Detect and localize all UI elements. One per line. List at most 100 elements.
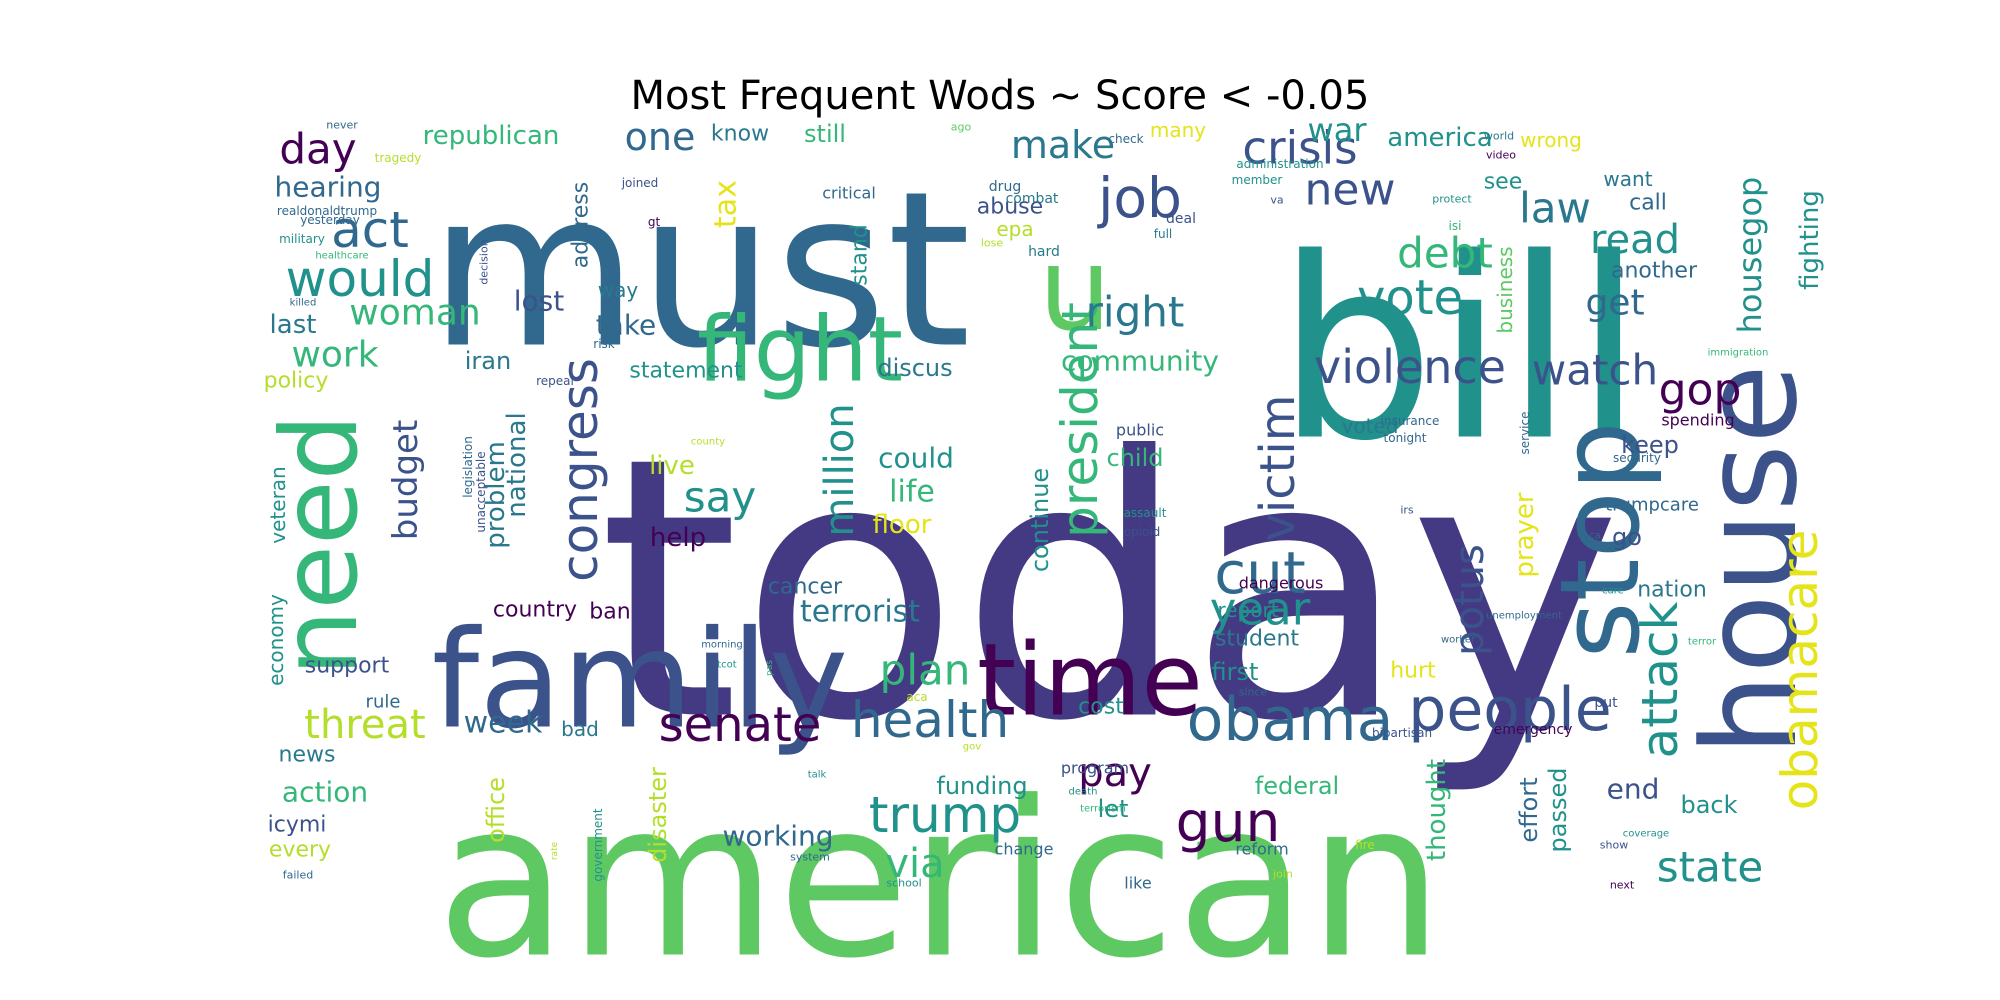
word-discus: discus [877, 354, 952, 382]
word-risk: risk [593, 337, 615, 351]
word-continue: continue [1026, 468, 1054, 572]
word-want: want [1603, 167, 1652, 191]
word-coverage: coverage [1623, 829, 1669, 840]
word-threat: threat [304, 702, 425, 748]
word-day: day [279, 125, 356, 174]
word-morning: morning [701, 640, 743, 651]
word-know: know [711, 122, 769, 147]
word-wrong: wrong [1520, 128, 1582, 152]
word-debt: debt [1397, 229, 1493, 278]
word-service: service [1518, 412, 1532, 455]
word-would: would [286, 250, 435, 308]
word-healthcare: healthcare [315, 251, 368, 262]
word-combat: combat [1006, 191, 1059, 207]
word-right: right [1086, 288, 1185, 337]
word-year: year [1210, 583, 1311, 636]
word-problem: problem [481, 441, 511, 549]
word-one: one [625, 115, 696, 159]
word-nation: nation [1637, 578, 1707, 603]
word-read: read [1590, 217, 1680, 263]
word-military: military [279, 232, 325, 246]
word-watch: watch [1532, 346, 1658, 395]
word-next: next [1610, 879, 1635, 892]
word-bill: bill [1276, 205, 1643, 496]
word-potus: potus [1447, 544, 1493, 656]
word-ban: ban [589, 600, 630, 625]
word-student: student [1215, 627, 1299, 652]
word-crisis: crisis [1242, 122, 1357, 175]
word-take: take [596, 309, 657, 342]
word-government: government [591, 808, 605, 881]
word-icymi: icymi [268, 813, 327, 838]
word-many: many [1150, 118, 1206, 142]
word-voted: voted [1342, 414, 1399, 438]
word-terrorism: terrorism [1080, 804, 1126, 815]
word-community: community [1061, 345, 1219, 378]
word-gt: gt [648, 215, 661, 229]
word-va: va [1270, 194, 1283, 207]
word-realdonaldtrump: realdonaldtrump [277, 204, 377, 218]
word-disaster: disaster [644, 767, 672, 863]
word-iran: iran [465, 347, 511, 375]
word-school: school [886, 877, 921, 890]
word-ago: ago [951, 121, 972, 134]
word-reform: reform [1235, 840, 1288, 859]
word-working: working [722, 820, 833, 853]
word-deal: deal [1166, 211, 1196, 227]
word-work: work [291, 335, 378, 376]
word-abuse: abuse [977, 195, 1043, 220]
word-every: every [269, 838, 331, 863]
word-trumpcare: trumpcare [1605, 495, 1699, 516]
word-act: act [331, 201, 409, 259]
word-congress: congress [551, 358, 609, 582]
word-statement: statement [629, 359, 743, 384]
word-floor: floor [873, 510, 932, 540]
word-help: help [650, 523, 706, 553]
word-way: way [598, 278, 639, 302]
word-public: public [1116, 421, 1164, 440]
word-stand: stand [848, 224, 873, 285]
word-repeal: repeal [536, 374, 574, 388]
word-show: show [1600, 839, 1628, 852]
word-cut: cut [1214, 539, 1305, 607]
word-trump: trump [869, 786, 1021, 844]
word-national: national [502, 412, 532, 517]
word-violence: violence [1314, 340, 1506, 394]
word-irs: irs [1400, 504, 1414, 517]
word-ca: ca [1589, 531, 1601, 542]
word-state: state [1657, 843, 1763, 892]
word-report: report [1217, 598, 1278, 622]
word-join: join [1272, 868, 1293, 881]
word-check: check [1108, 132, 1143, 146]
word-victim: victim [1250, 394, 1306, 541]
word-first: first [1212, 658, 1259, 686]
word-world: world [1484, 130, 1514, 143]
word-obama: obama [1187, 685, 1394, 755]
word-live: live [649, 451, 695, 481]
word-spending: spending [1661, 411, 1734, 430]
word-epa: epa [996, 217, 1033, 241]
word-change: change [995, 840, 1054, 859]
word-pas: pas [765, 660, 775, 676]
word-unemployment: unemployment [1486, 611, 1562, 622]
word-isi: isi [1449, 219, 1462, 233]
word-hearing: hearing [275, 171, 382, 204]
word-decision: decision [478, 239, 491, 284]
word-bad: bad [561, 717, 599, 741]
word-federal: federal [1255, 772, 1339, 800]
word-terror: terror [1688, 637, 1717, 648]
word-go: go [1612, 523, 1642, 551]
word-member: member [1232, 173, 1283, 187]
word-million: million [817, 403, 863, 536]
word-health: health [851, 691, 1009, 749]
word-emergency: emergency [1494, 722, 1573, 738]
word-need: need [259, 414, 381, 676]
word-dangerous: dangerous [1239, 574, 1324, 593]
word-cost: cost [1078, 695, 1124, 720]
word-lost: lost [514, 285, 564, 318]
word-terrorist: terrorist [800, 595, 920, 630]
word-life: life [889, 475, 935, 510]
word-today: today [598, 381, 1622, 800]
word-country: country [493, 598, 577, 623]
